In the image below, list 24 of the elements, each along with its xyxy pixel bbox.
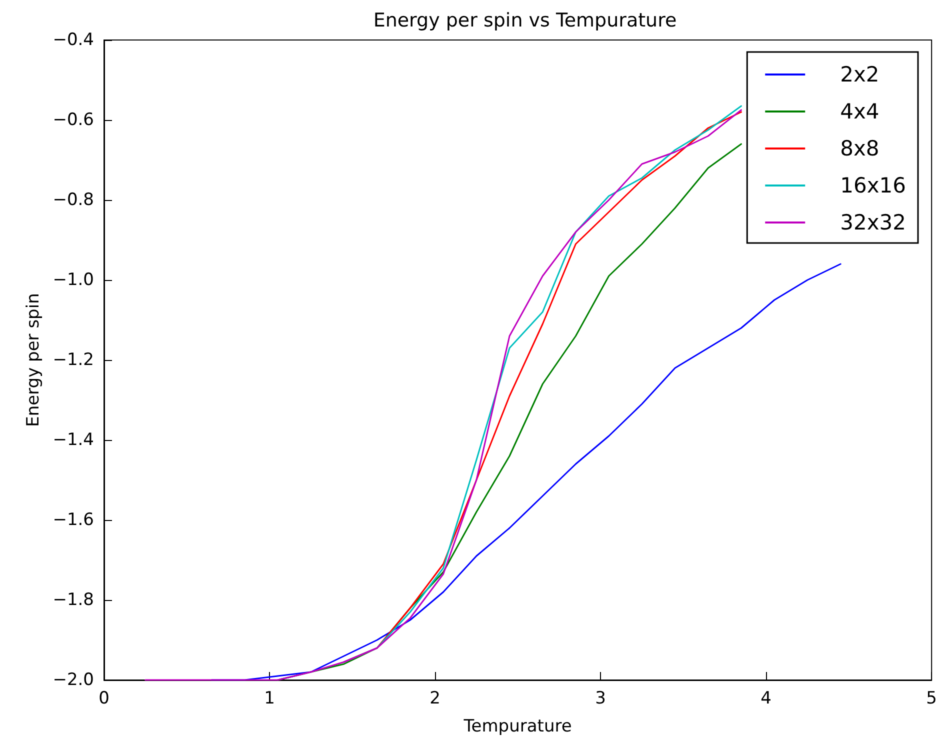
y-tick-label: −2.0 — [52, 670, 94, 690]
y-axis-title: Energy per spin — [23, 293, 44, 427]
y-tick-label: −0.6 — [52, 110, 94, 130]
y-tick-label: −1.8 — [52, 590, 94, 610]
x-axis-title: Tempurature — [462, 716, 572, 736]
legend-label: 8x8 — [840, 136, 880, 160]
chart-title: Energy per spin vs Tempurature — [373, 10, 677, 32]
x-tick-label: 1 — [264, 688, 275, 708]
legend-label: 4x4 — [840, 100, 880, 124]
y-tick-label: −1.2 — [52, 350, 94, 370]
y-tick-label: −0.8 — [52, 190, 94, 210]
line-series — [144, 109, 742, 681]
x-tick-label: 5 — [926, 688, 938, 708]
x-tick-label: 4 — [760, 688, 772, 708]
legend-label: 32x32 — [840, 210, 906, 234]
x-tick-label: 3 — [595, 688, 606, 708]
legend-label: 16x16 — [840, 174, 906, 198]
x-tick-label: 0 — [98, 688, 110, 708]
y-tick-label: −1.0 — [52, 270, 94, 290]
y-tick-label: −0.4 — [52, 30, 94, 50]
y-tick-label: −1.6 — [52, 510, 94, 530]
x-tick-label: 2 — [430, 688, 440, 708]
y-tick-label: −1.4 — [52, 430, 94, 450]
legend-label: 2x2 — [840, 62, 880, 86]
